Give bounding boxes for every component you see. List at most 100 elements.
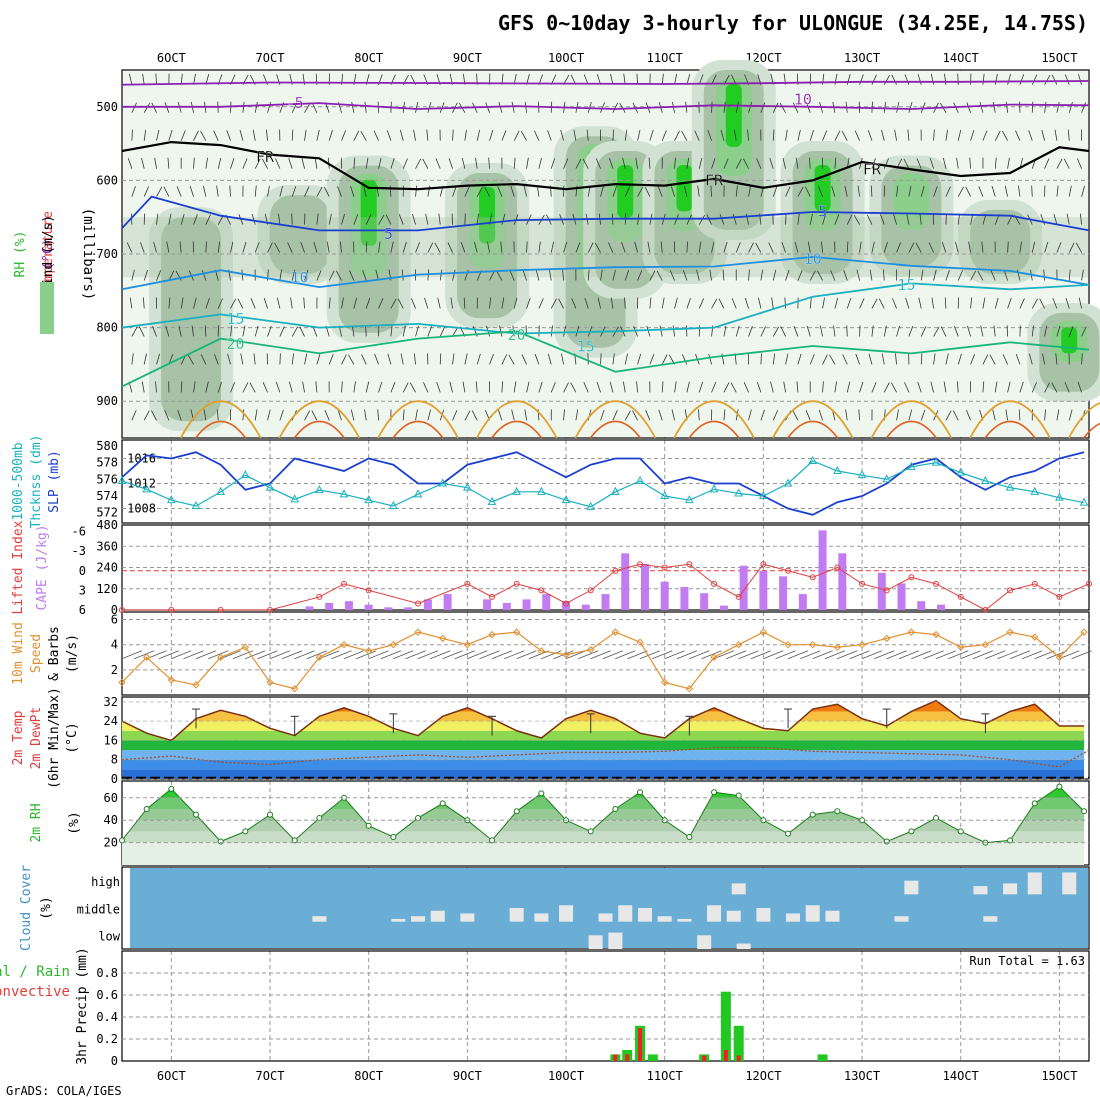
wind-speed-point (1080, 628, 1088, 636)
wind-barb (635, 157, 638, 169)
wind-barb (846, 241, 849, 253)
wind-barb (287, 242, 293, 253)
temperature-band (122, 711, 1085, 722)
wind-barb (896, 409, 899, 421)
wind-barb (597, 297, 601, 309)
wind-barb (300, 242, 305, 253)
wind-barb (612, 353, 615, 365)
wind-barb (151, 410, 157, 421)
cape-bar (305, 606, 314, 610)
cloud-block (731, 883, 746, 895)
wind-barb (1068, 409, 1073, 421)
wind-barb (834, 297, 839, 309)
wind-barb (141, 157, 145, 169)
wind-barb (711, 298, 718, 309)
wind-barb (422, 158, 429, 169)
wind-barb (846, 297, 852, 309)
wind-barb (634, 241, 638, 253)
wind-barb (709, 269, 712, 281)
wind-barb (772, 129, 775, 141)
wind-barb (452, 353, 455, 365)
cape-bar (640, 563, 649, 610)
wind-barb (1004, 185, 1008, 197)
cape-bar (542, 594, 551, 610)
wind-barb (522, 269, 527, 281)
wind-barb (142, 73, 145, 85)
wind-barb (661, 73, 664, 85)
wind-barb (586, 129, 589, 141)
wind-barb (982, 354, 989, 365)
wind-barb (1028, 353, 1033, 365)
cloud-block (894, 916, 909, 922)
wind-barb (992, 409, 996, 421)
wind-barb (164, 410, 170, 421)
wind-barb (723, 325, 727, 337)
precip-convective-bar (736, 1055, 741, 1061)
rh-band (122, 831, 1085, 843)
wind-barb (275, 158, 281, 169)
isotherm-10 (121, 255, 1090, 291)
wind-barb (324, 410, 330, 421)
wind-barb (698, 214, 706, 225)
surface-wind-barb (491, 650, 513, 660)
wind-barb (945, 186, 951, 197)
thickness-point (956, 467, 966, 476)
wind-speed-point (389, 640, 398, 649)
thickness-point (685, 495, 694, 504)
cloud-block (973, 886, 988, 895)
wind-barb (819, 325, 823, 337)
warm-contour (278, 400, 361, 439)
temperature-band (122, 700, 1085, 712)
wind-barb (1003, 269, 1008, 281)
thickness-point (364, 495, 374, 504)
wind-barb (596, 381, 601, 393)
thickness-point (463, 482, 472, 491)
wind-barb (698, 241, 702, 253)
wind-barb (671, 409, 675, 421)
wind-barb (353, 214, 359, 225)
wind-barb (168, 270, 175, 281)
wind-barb (237, 298, 244, 309)
wind-barb (1081, 326, 1087, 337)
cape-bar (483, 599, 492, 610)
wind-barb (883, 325, 887, 337)
wind-barb (896, 242, 902, 253)
rh-band (122, 820, 1085, 832)
wind-barb (944, 297, 947, 309)
wind-barb (526, 157, 529, 169)
wind-barb (809, 297, 812, 309)
wind-barb (871, 74, 877, 85)
surface-wind-barb (467, 650, 488, 660)
wind-barb (301, 157, 305, 169)
wind-barb (871, 298, 878, 309)
wind-barb (956, 157, 959, 169)
wind-barb (1063, 158, 1070, 169)
wind-barb (707, 130, 712, 141)
instability-panel: 0 120 240 360 480 -6 -3 0 3 6 (72, 518, 1092, 617)
surface-wind-barb (442, 650, 463, 660)
rh-point (612, 806, 619, 812)
wind-barb (867, 130, 873, 141)
wind-barb (341, 213, 345, 225)
wind-barb (871, 382, 877, 393)
thickness-point (1005, 482, 1015, 491)
wind-barb (760, 409, 765, 421)
surface-wind-barb (479, 650, 500, 660)
wind-tick-label: 4 (111, 638, 118, 652)
cape-bar (818, 530, 827, 610)
wind-barb (402, 409, 405, 421)
wind-barb (267, 325, 272, 337)
wind-barb (698, 381, 704, 393)
wind-barb (698, 157, 703, 169)
wind-barb (203, 409, 207, 421)
cloud-block (707, 905, 722, 922)
wind-barb (126, 242, 133, 253)
wind-barb (977, 270, 984, 281)
wind-barb (461, 157, 466, 169)
surface-wind-barb (331, 650, 352, 660)
wind-barb (945, 129, 948, 141)
wind-barb (373, 130, 379, 141)
wind-barb (434, 242, 441, 253)
li-tick-label: 3 (79, 583, 86, 597)
wind-barb (1054, 129, 1058, 141)
